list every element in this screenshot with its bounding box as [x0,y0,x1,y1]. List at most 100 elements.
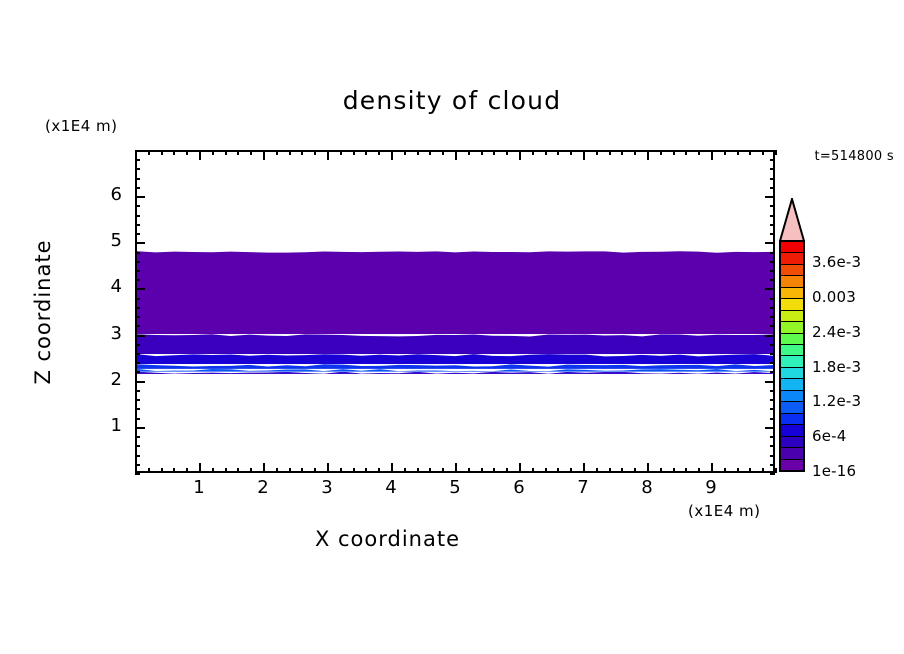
axis-tick [765,242,775,245]
axis-tick [762,468,765,473]
axis-tick [467,150,470,155]
axis-tick [647,150,649,160]
y-tick-label: 4 [110,276,122,298]
axis-tick [275,468,278,473]
colorbar-tick-label: 1.8e-3 [812,357,862,376]
axis-tick [770,316,775,319]
axis-tick [770,260,775,263]
colorbar-band [781,275,803,287]
colorbar-tick-label: 3.6e-3 [812,253,862,272]
axis-tick [429,468,432,473]
axis-tick [770,408,775,411]
axis-tick [770,150,775,152]
axis-tick [770,399,775,402]
axis-tick [301,150,304,155]
axis-tick [135,159,140,162]
axis-tick [135,371,140,374]
axis-tick [391,463,393,473]
axis-tick [608,150,611,155]
axis-tick [770,297,775,300]
axis-tick [749,150,752,155]
axis-tick [765,334,775,337]
y-axis-unit-label: (x1E4 m) [45,117,118,135]
colorbar-tick-label: 6e-4 [812,427,847,446]
axis-tick [442,468,445,473]
x-tick-label: 9 [705,477,717,498]
axis-tick [672,468,675,473]
axis-tick [327,150,329,160]
x-tick-label: 8 [641,477,653,498]
axis-tick [211,468,214,473]
y-tick-label: 2 [110,368,122,390]
axis-tick [659,468,662,473]
axis-tick [173,150,176,155]
axis-tick [531,468,534,473]
axis-tick [135,334,145,337]
axis-tick [403,468,406,473]
axis-tick [352,150,355,155]
axis-tick [403,150,406,155]
axis-tick [135,389,140,392]
colorbar-band [781,344,803,356]
axis-tick [455,150,457,160]
time-annotation: t=514800 s [814,149,894,164]
axis-tick [762,150,765,155]
colorbar-band [781,252,803,264]
colorbar-band [781,435,803,448]
axis-tick [135,168,140,171]
axis-tick [770,445,775,448]
axis-tick [378,150,381,155]
axis-tick [770,454,775,457]
axis-tick [544,150,547,155]
axis-tick [621,150,624,155]
axis-tick [770,463,775,466]
axis-tick [416,150,419,155]
colorbar-tick-label: 0.003 [812,288,856,306]
colorbar-band [781,332,803,345]
density-band [137,354,773,365]
axis-tick [135,399,140,402]
axis-tick [685,468,688,473]
axis-tick [770,371,775,374]
axis-tick [135,463,140,466]
axis-tick [339,468,342,473]
axis-tick [775,468,777,473]
axis-tick [544,468,547,473]
colorbar-tick-label: 2.4e-3 [812,322,862,341]
axis-tick [135,468,137,473]
axis-tick [770,343,775,346]
axis-tick [770,389,775,392]
axis-tick [770,362,775,365]
axis-tick [135,205,140,208]
axis-tick [775,150,777,155]
axis-tick [237,468,240,473]
axis-tick [135,233,140,236]
axis-tick [557,150,560,155]
axis-tick [467,468,470,473]
axis-tick [770,325,775,328]
axis-tick [135,186,140,189]
axis-tick [224,150,227,155]
colorbar-band [781,458,803,470]
density-band [137,371,773,375]
colorbar-band [781,412,803,425]
axis-tick [634,468,637,473]
axis-tick [263,463,265,473]
colorbar-tick-label: 1.2e-3 [812,392,862,411]
density-band [137,251,773,335]
axis-tick [480,150,483,155]
axis-tick [557,468,560,473]
axis-tick [770,205,775,208]
axis-tick [135,417,140,420]
axis-tick [736,150,739,155]
axis-tick [672,150,675,155]
axis-tick [135,260,140,263]
axis-tick [135,380,145,383]
axis-tick [634,150,637,155]
axis-tick [480,468,483,473]
colorbar-over-arrow [779,198,805,242]
axis-tick [173,468,176,473]
x-tick-label: 7 [577,477,589,498]
axis-tick [416,468,419,473]
axis-tick [770,417,775,420]
